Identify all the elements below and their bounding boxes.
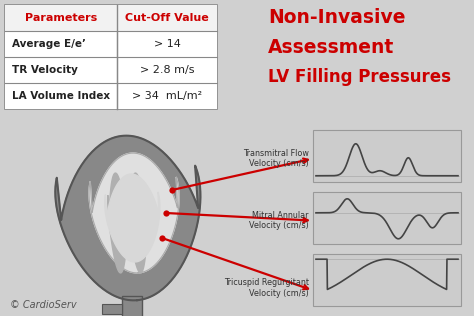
- Bar: [313, 254, 461, 306]
- Text: Average E/e’: Average E/e’: [12, 39, 86, 49]
- Polygon shape: [108, 173, 127, 273]
- Text: Assessment: Assessment: [268, 38, 394, 57]
- Bar: [5, 5, 217, 109]
- Bar: [5, 31, 217, 57]
- Bar: [102, 304, 122, 314]
- Text: Tricuspid Regurgitant
Velocity (cm/s): Tricuspid Regurgitant Velocity (cm/s): [224, 278, 309, 297]
- Text: Transmitral Flow
Velocity (cm/s): Transmitral Flow Velocity (cm/s): [243, 149, 309, 168]
- Text: > 34  mL/m²: > 34 mL/m²: [132, 91, 202, 101]
- Text: LA Volume Index: LA Volume Index: [12, 91, 110, 101]
- Text: Non-Invasive: Non-Invasive: [268, 8, 405, 27]
- Polygon shape: [89, 153, 179, 273]
- Bar: [5, 83, 217, 109]
- Text: TR Velocity: TR Velocity: [12, 65, 78, 75]
- Text: Cut-Off Value: Cut-Off Value: [125, 13, 209, 23]
- Text: © CardioServ: © CardioServ: [10, 300, 77, 310]
- Bar: [5, 5, 217, 31]
- Text: Mitral Annular
Velocity (cm/s): Mitral Annular Velocity (cm/s): [249, 211, 309, 230]
- Text: LV Filling Pressures: LV Filling Pressures: [268, 68, 451, 86]
- Text: Parameters: Parameters: [25, 13, 97, 23]
- Text: > 14: > 14: [154, 39, 181, 49]
- Polygon shape: [128, 173, 146, 273]
- Text: > 2.8 m/s: > 2.8 m/s: [140, 65, 194, 75]
- Bar: [5, 57, 217, 83]
- Bar: [313, 192, 461, 244]
- Bar: [313, 130, 461, 182]
- Bar: [122, 296, 142, 316]
- Polygon shape: [55, 136, 201, 300]
- Polygon shape: [105, 174, 160, 262]
